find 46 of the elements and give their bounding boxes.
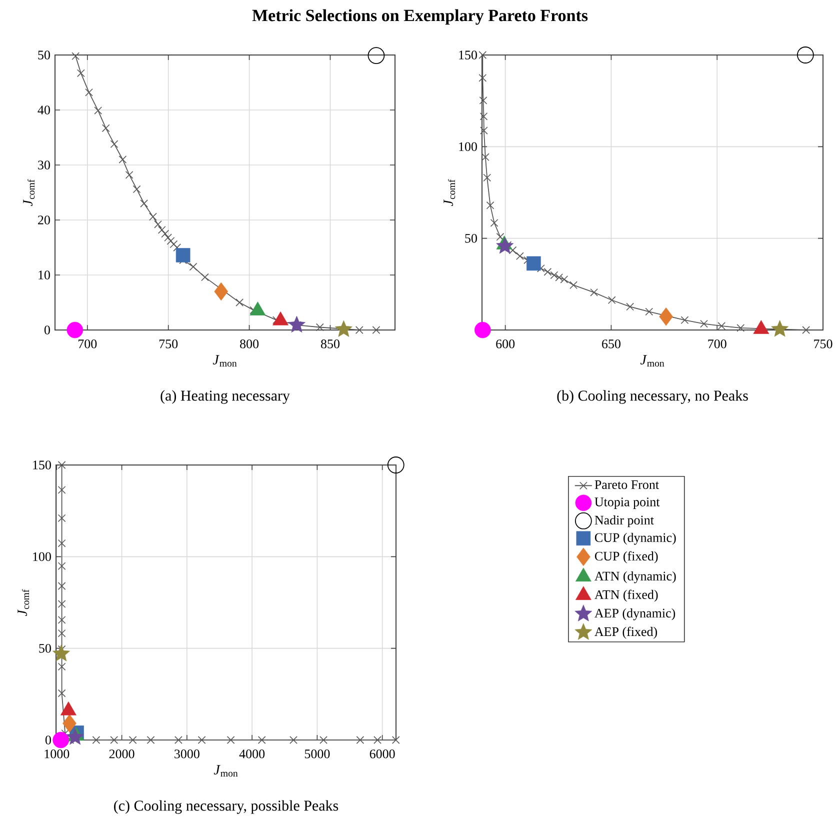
y-tick-label: 50 <box>39 644 51 653</box>
legend-label: Pareto Front <box>594 480 659 490</box>
text: (c) Cooling necessary, possible Peaks <box>114 800 338 814</box>
x-tick-label: 650 <box>602 340 620 348</box>
y-tick-label: 100 <box>459 142 477 152</box>
x-tick-label: 750 <box>814 340 832 348</box>
y-tick-label: 0 <box>45 736 51 744</box>
x-axis-title: J$_{mon}$ <box>640 355 664 367</box>
text: (b) Cooling necessary, no Peaks <box>557 390 748 404</box>
y-tick-label: 0 <box>44 326 50 334</box>
x-tick-label: 700 <box>78 340 97 348</box>
x-tick-label: 700 <box>708 340 726 348</box>
y-tick-label: 20 <box>38 216 50 224</box>
x-tick-label: 600 <box>496 340 515 348</box>
y-tick-label: 100 <box>33 552 51 562</box>
chart-title: Metric Selections on Exemplary Pareto Fronts <box>252 9 588 25</box>
x-tick-label: 6000 <box>370 750 395 758</box>
x-tick-label: 3000 <box>174 750 200 758</box>
x-tick-label: 1000 <box>44 750 70 758</box>
legend-label: Nadir point <box>594 515 654 528</box>
x-tick-label: 850 <box>320 340 340 348</box>
y-tick-label: 10 <box>38 270 50 280</box>
y-tick-label: 30 <box>38 160 50 170</box>
x-tick-label: 2000 <box>109 750 134 758</box>
x-tick-label: 750 <box>159 340 178 348</box>
x-tick-label: 5000 <box>304 750 330 758</box>
x-tick-label: 800 <box>240 340 259 348</box>
legend-label: Utopia point <box>594 498 660 509</box>
legend-label: AEP (dynamic) <box>594 608 676 620</box>
y-tick-label: 50 <box>465 234 477 243</box>
legend-label: CUP (fixed) <box>594 551 658 564</box>
legend-label: AEP (fixed) <box>594 626 658 639</box>
y-axis-title: J$_{comf}$ <box>18 589 30 616</box>
x-tick-label: 4000 <box>239 750 265 758</box>
legend-label: ATN (dynamic) <box>594 571 676 584</box>
y-axis-title: J$_{comf}$ <box>23 179 35 206</box>
y-tick-label: 40 <box>38 106 50 114</box>
legend-label: ATN (fixed) <box>594 590 658 602</box>
y-tick-label: 150 <box>459 50 477 60</box>
y-tick-label: 150 <box>33 460 51 470</box>
x-axis-title: J$_{mon}$ <box>214 765 238 777</box>
legend-label: CUP (dynamic) <box>594 532 676 545</box>
y-tick-label: 50 <box>38 50 50 60</box>
y-axis-title: J$_{comf}$ <box>444 179 456 206</box>
x-axis-title: J$_{mon}$ <box>212 355 237 367</box>
text: (a) Heating necessary <box>160 390 290 404</box>
